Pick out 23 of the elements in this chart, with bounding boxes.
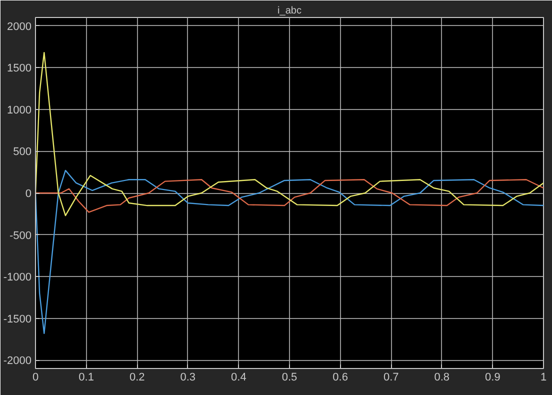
x-tick-label: 0.3 xyxy=(180,372,196,384)
x-tick-label: 0.1 xyxy=(78,372,94,384)
y-tick-label: 1000 xyxy=(7,104,32,116)
x-tick-label: 0.6 xyxy=(332,372,348,384)
y-tick-label: -2000 xyxy=(3,355,32,368)
y-tick-label: -1500 xyxy=(3,313,32,326)
x-tick-label: 0.7 xyxy=(383,372,399,384)
x-tick-label: 0.8 xyxy=(434,372,450,384)
y-tick-label: 500 xyxy=(13,146,32,158)
y-tick-label: 2000 xyxy=(7,20,32,33)
x-tick-label: 0.2 xyxy=(129,372,145,384)
chart-title: i_abc xyxy=(278,6,302,16)
x-tick-label: 0.9 xyxy=(485,372,500,384)
x-tick-label: 1 xyxy=(540,372,547,384)
y-tick-label: -1000 xyxy=(3,272,32,284)
line-series xyxy=(36,170,544,334)
y-tick-label: 1500 xyxy=(7,62,32,75)
x-tick-label: 0.5 xyxy=(282,372,298,384)
line-series xyxy=(36,179,544,213)
x-tick-label: 0.4 xyxy=(231,372,246,384)
y-tick-label: 0 xyxy=(25,188,32,200)
y-tick-label: -500 xyxy=(9,230,32,242)
line-series xyxy=(36,52,544,216)
